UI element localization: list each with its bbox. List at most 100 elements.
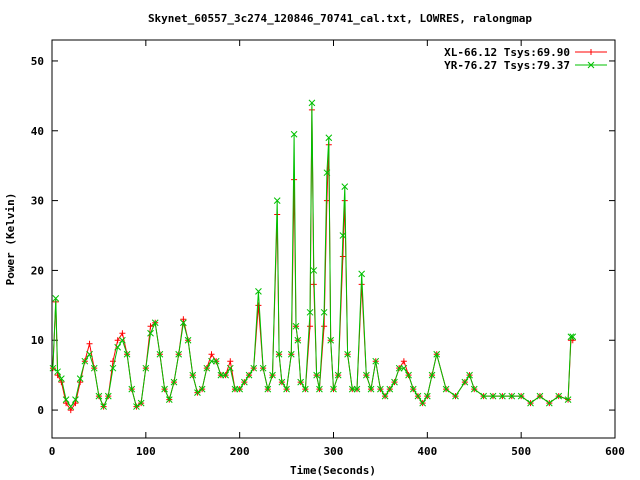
data-point — [400, 364, 408, 372]
data-point — [203, 364, 211, 372]
chart-title: Skynet_60557_3c274_120846_70741_cal.txt,… — [148, 12, 532, 25]
data-point — [405, 371, 412, 379]
data-point — [189, 371, 197, 379]
data-point — [301, 385, 309, 393]
y-tick-label: 10 — [31, 334, 44, 347]
data-point — [114, 343, 122, 351]
data-point — [100, 403, 107, 410]
data-point — [119, 336, 126, 344]
data-point — [367, 385, 375, 393]
legend-label: XL-66.12 Tsys:69.90 — [444, 46, 570, 59]
data-point — [208, 351, 215, 358]
data-point — [58, 375, 65, 383]
data-point — [278, 378, 286, 386]
data-point — [323, 169, 331, 177]
data-point — [325, 134, 333, 142]
y-tick-label: 30 — [31, 195, 44, 208]
x-tick-label: 200 — [230, 445, 250, 458]
data-point — [156, 350, 164, 358]
data-point — [212, 357, 220, 365]
y-tick-label: 0 — [37, 404, 44, 417]
data-point — [423, 392, 431, 400]
data-point — [308, 99, 316, 107]
data-point — [119, 330, 126, 337]
data-point — [67, 403, 75, 410]
data-point — [180, 319, 187, 327]
data-point — [428, 371, 436, 379]
data-point — [292, 322, 300, 330]
data-point — [54, 368, 61, 376]
data-point — [222, 371, 229, 379]
series-yr — [49, 99, 577, 410]
data-point — [517, 392, 525, 400]
data-point — [569, 333, 577, 341]
data-point — [184, 336, 192, 344]
data-point — [86, 350, 93, 358]
data-point — [259, 364, 267, 372]
data-point — [461, 378, 469, 386]
data-point — [508, 392, 516, 400]
data-point — [499, 392, 506, 400]
data-point — [294, 336, 302, 344]
plot-border — [51, 39, 616, 439]
data-point — [269, 371, 276, 379]
legend-label: YR-76.27 Tsys:79.37 — [444, 59, 570, 72]
data-point — [137, 399, 145, 407]
data-point — [198, 385, 206, 393]
data-point — [334, 371, 342, 379]
data-point — [227, 358, 234, 365]
axis-ticks: 0 100 200 300 400 500 600 0 10 20 30 40 50 — [31, 40, 625, 458]
series-layer — [49, 99, 577, 414]
data-point — [236, 385, 244, 393]
data-point — [433, 350, 441, 358]
x-tick-label: 0 — [49, 445, 56, 458]
data-point — [90, 364, 98, 372]
data-point — [76, 375, 84, 383]
data-point — [161, 385, 168, 393]
data-point — [362, 371, 370, 379]
data-point — [339, 253, 346, 260]
y-axis-label: Power (Kelvin) — [4, 193, 17, 286]
data-point — [327, 336, 335, 344]
data-point — [133, 403, 140, 410]
data-point — [287, 350, 295, 358]
data-point — [123, 350, 131, 358]
data-point — [250, 364, 258, 372]
data-point — [306, 308, 314, 316]
data-point — [567, 333, 575, 341]
data-point — [114, 337, 121, 344]
data-point — [344, 350, 351, 358]
x-tick-label: 500 — [511, 445, 531, 458]
x-tick-label: 300 — [324, 445, 344, 458]
data-point — [62, 396, 70, 403]
x-tick-label: 600 — [605, 445, 625, 458]
data-point — [151, 319, 159, 327]
y-tick-label: 50 — [31, 55, 44, 68]
data-point — [142, 364, 150, 372]
data-point — [275, 350, 283, 358]
data-point — [128, 385, 136, 393]
data-point — [480, 392, 487, 400]
data-point — [381, 392, 389, 400]
data-point — [86, 340, 93, 347]
data-point — [470, 385, 478, 393]
data-point — [109, 364, 117, 372]
data-point — [175, 350, 183, 358]
data-point — [273, 197, 281, 204]
data-point — [147, 329, 154, 337]
data-point — [241, 378, 248, 386]
data-point — [353, 385, 361, 393]
plot-area — [51, 39, 616, 439]
data-point — [95, 392, 103, 400]
series-line — [52, 102, 573, 408]
x-tick-label: 400 — [417, 445, 437, 458]
data-point — [321, 323, 328, 330]
data-point — [536, 392, 544, 400]
data-point — [313, 371, 320, 379]
data-point — [255, 302, 262, 309]
data-point — [320, 308, 328, 316]
data-point — [377, 385, 384, 393]
y-tick-label: 40 — [31, 125, 44, 138]
